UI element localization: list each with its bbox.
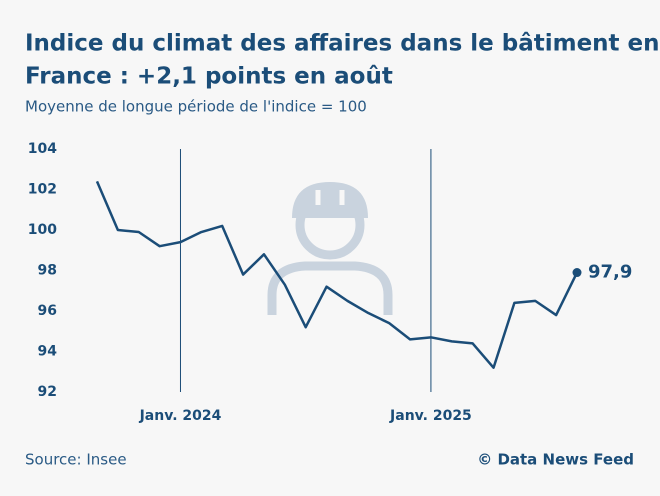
y-tick-label: 100: [28, 222, 57, 238]
credit: © Data News Feed: [477, 451, 634, 469]
worker-icon: [267, 182, 393, 315]
y-tick-label: 104: [28, 141, 57, 157]
value-label: 97,9: [588, 262, 632, 283]
line: [95, 180, 579, 369]
y-tick-label: 102: [28, 182, 57, 198]
chart-title: Indice du climat des affaires dans le bâ…: [25, 31, 660, 57]
x-tick-label: Janv. 2025: [389, 408, 472, 424]
end-point: [572, 268, 582, 278]
chart-subtitle: Moyenne de longue période de l'indice = …: [25, 98, 367, 116]
chart-title: France : +2,1 points en août: [25, 64, 393, 90]
y-tick-label: 94: [38, 344, 58, 360]
source: Source: Insee: [25, 451, 127, 469]
y-tick-label: 98: [38, 263, 57, 279]
y-tick-label: 92: [38, 384, 57, 400]
y-tick-label: 96: [38, 303, 57, 319]
x-tick-label: Janv. 2024: [139, 408, 222, 424]
